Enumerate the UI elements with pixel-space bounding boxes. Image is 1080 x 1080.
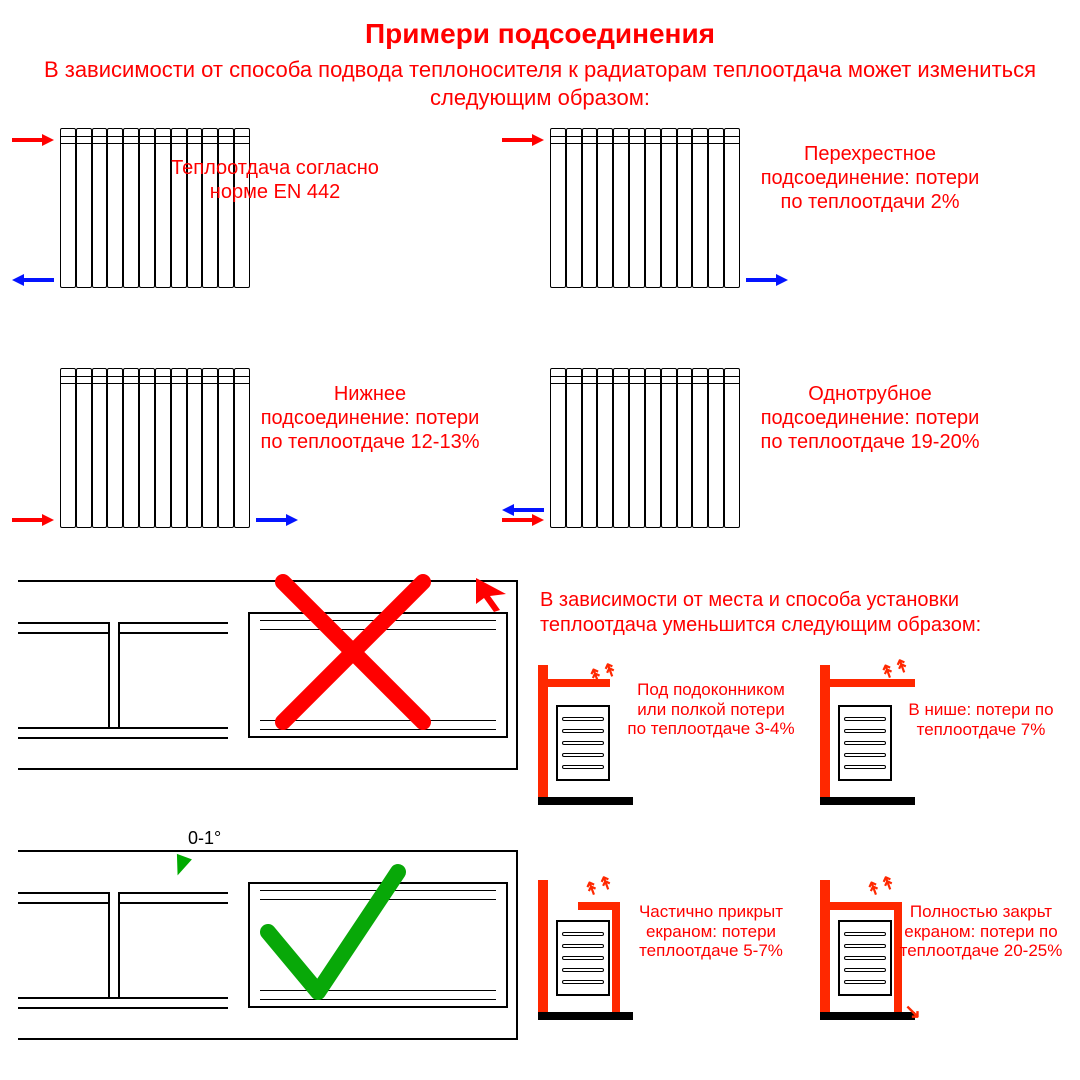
install-caption-under-sill: Под подоконником или полкой потери по те… xyxy=(626,680,796,739)
highlight-arrow-icon xyxy=(472,574,512,614)
outlet-arrow-diag xyxy=(12,274,54,286)
cross-icon xyxy=(268,567,438,737)
angle-label: 0-1° xyxy=(188,828,221,849)
radiator-caption-onepipe: Однотрубное подсоединение: потери по теп… xyxy=(760,382,980,454)
radiator-bottom xyxy=(50,368,260,528)
heat-icon: ↟↟ xyxy=(863,871,899,901)
radiator-caption-diag: Теплоотдача согласно норме EN 442 xyxy=(165,156,385,204)
outlet-arrow-bottom xyxy=(256,514,298,526)
outlet-arrow-cross xyxy=(746,274,788,286)
heat-icon: ↟↟ xyxy=(585,658,621,688)
install-caption-partial-screen: Частично прикрыт екраном: потери теплоот… xyxy=(626,902,796,961)
radiator-cross xyxy=(540,128,750,288)
install-thumb-under-sill: ↟↟ xyxy=(538,665,633,805)
page-subtitle: В зависимости от способа подвода теплоно… xyxy=(40,56,1040,111)
install-section-title: В зависимости от места и способа установ… xyxy=(540,588,1060,638)
heat-icon: ↟↟ xyxy=(581,871,617,901)
radiator-caption-cross: Перехрестное подсоединение: потери по те… xyxy=(760,142,980,214)
radiator-diag xyxy=(50,128,260,288)
leak-arrow-icon: ↘ xyxy=(904,999,921,1024)
inlet-arrow-diag xyxy=(12,134,54,146)
check-icon xyxy=(248,852,418,1022)
inlet-arrow-bottom xyxy=(12,514,54,526)
pipe-diagram-bad xyxy=(18,580,518,770)
page-title: Примери подсоединения xyxy=(0,18,1080,50)
radiator-onepipe xyxy=(540,368,750,528)
inlet-arrow-cross xyxy=(502,134,544,146)
radiator-caption-bottom: Нижнее подсоединение: потери по теплоотд… xyxy=(260,382,480,454)
install-caption-full-screen: Полностью закрьт екраном: потери по тепл… xyxy=(896,902,1066,961)
outlet-arrow-onepipe xyxy=(502,504,544,516)
pipe-diagram-good xyxy=(18,850,518,1040)
install-thumb-partial-screen: ↟↟ xyxy=(538,880,633,1020)
install-caption-niche: В нише: потери по теплоотдаче 7% xyxy=(896,700,1066,739)
